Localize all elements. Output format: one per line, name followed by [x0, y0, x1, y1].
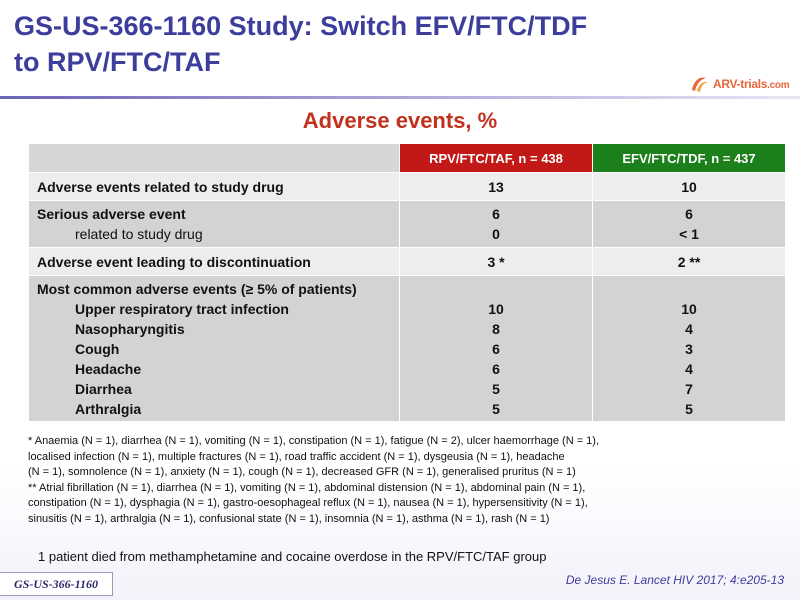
citation-reference: De Jesus E. Lancet HIV 2017; 4:e205-13 [565, 573, 784, 587]
table-row: Serious adverse event related to study d… [27, 200, 786, 248]
header-efv-ftc-tdf: EFV/FTC/TDF, n = 437 [592, 143, 786, 173]
efv-value: 3 [685, 340, 693, 357]
list-item: Nasopharyngitis [75, 320, 185, 337]
row-sublabel: related to study drug [75, 226, 203, 242]
footnote-line: ** Atrial fibrillation (N = 1), diarrhea… [28, 481, 586, 494]
efv-value: 5 [685, 400, 693, 417]
list-item: Arthralgia [75, 400, 142, 417]
footnote-line: constipation (N = 1), dysphagia (N = 1),… [28, 497, 588, 509]
spacer [408, 279, 584, 299]
header-blank-cell [27, 143, 401, 173]
list-item: Diarrhea [75, 380, 132, 397]
footnotes: * Anaemia (N = 1), diarrhea (N = 1), vom… [28, 434, 788, 527]
logo-text: ARV-trials.com [713, 77, 790, 91]
efv-value: 4 [685, 320, 693, 337]
rpv-value: 13 [399, 172, 594, 201]
efv-value: 7 [685, 380, 693, 397]
row-label: Most common adverse events (≥ 5% of pati… [37, 280, 357, 297]
study-footer-label: GS-US-366-1160 [13, 576, 98, 591]
efv-value: 6 [685, 206, 693, 222]
rpv-value: 6 [492, 340, 500, 357]
death-note: 1 patient died from methamphetamine and … [38, 549, 547, 564]
slide-title-line-2: to RPV/FTC/TAF [14, 47, 221, 77]
row-label-cell: Serious adverse event related to study d… [27, 200, 401, 248]
efv-value: 2 ** [592, 247, 786, 276]
arv-trials-logo: ARV-trials.com [688, 74, 790, 94]
rpv-value-cell: 6 0 [399, 200, 594, 248]
table-subtitle: Adverse events, % [302, 108, 498, 133]
rpv-value: 5 [492, 380, 500, 397]
rpv-value: 5 [492, 400, 500, 417]
efv-value-cell: 10 4 3 4 7 5 [592, 275, 786, 422]
list-item: Upper respiratory tract infection [75, 300, 289, 317]
table-row: Adverse events related to study drug 13 … [27, 172, 786, 201]
rpv-value-cell: 10 8 6 6 5 5 [399, 275, 594, 422]
efv-value: 10 [592, 172, 786, 201]
table-row: Most common adverse events (≥ 5% of pati… [27, 275, 786, 422]
efv-value-cell: 6 < 1 [592, 200, 786, 248]
row-label: Adverse events related to study drug [27, 172, 401, 201]
slide-title-line-1: GS-US-366-1160 Study: Switch EFV/FTC/TDF [14, 11, 588, 41]
row-label: Adverse event leading to discontinuation [27, 247, 401, 276]
adverse-events-table: RPV/FTC/TAF, n = 438 EFV/FTC/TDF, n = 43… [27, 143, 786, 422]
footnote-line: localised infection (N = 1), multiple fr… [28, 450, 565, 463]
header-rpv-ftc-taf: RPV/FTC/TAF, n = 438 [399, 143, 594, 173]
efv-subvalue: < 1 [679, 226, 699, 242]
table-row: Adverse event leading to discontinuation… [27, 247, 786, 276]
rpv-value: 10 [488, 300, 504, 317]
row-label-cell: Most common adverse events (≥ 5% of pati… [27, 275, 401, 422]
rpv-value: 3 * [399, 247, 594, 276]
logo-name: ARV-trials [713, 77, 768, 91]
rpv-value: 8 [492, 320, 500, 337]
ribbon-logo-icon [692, 77, 708, 92]
row-label: Serious adverse event [37, 206, 186, 222]
efv-value: 10 [681, 300, 697, 317]
efv-value: 4 [685, 360, 693, 377]
logo-suffix: .com [767, 80, 790, 91]
rpv-subvalue: 0 [492, 226, 500, 242]
list-item: Headache [75, 360, 142, 377]
footnote-line: * Anaemia (N = 1), diarrhea (N = 1), vom… [28, 435, 600, 447]
footnote-line: (N = 1), somnolence (N = 1), anxiety (N … [28, 466, 576, 478]
slide-title: GS-US-366-1160 Study: Switch EFV/FTC/TDF… [14, 8, 654, 80]
footnote-line: sinusitis (N = 1), arthralgia (N = 1), c… [28, 512, 550, 525]
list-item: Cough [75, 340, 120, 357]
table-header-row: RPV/FTC/TAF, n = 438 EFV/FTC/TDF, n = 43… [27, 143, 786, 173]
study-footer-tag: GS-US-366-1160 [0, 572, 113, 596]
title-divider [0, 96, 800, 99]
rpv-value: 6 [492, 206, 500, 222]
spacer [601, 279, 777, 299]
rpv-value: 6 [492, 360, 500, 377]
